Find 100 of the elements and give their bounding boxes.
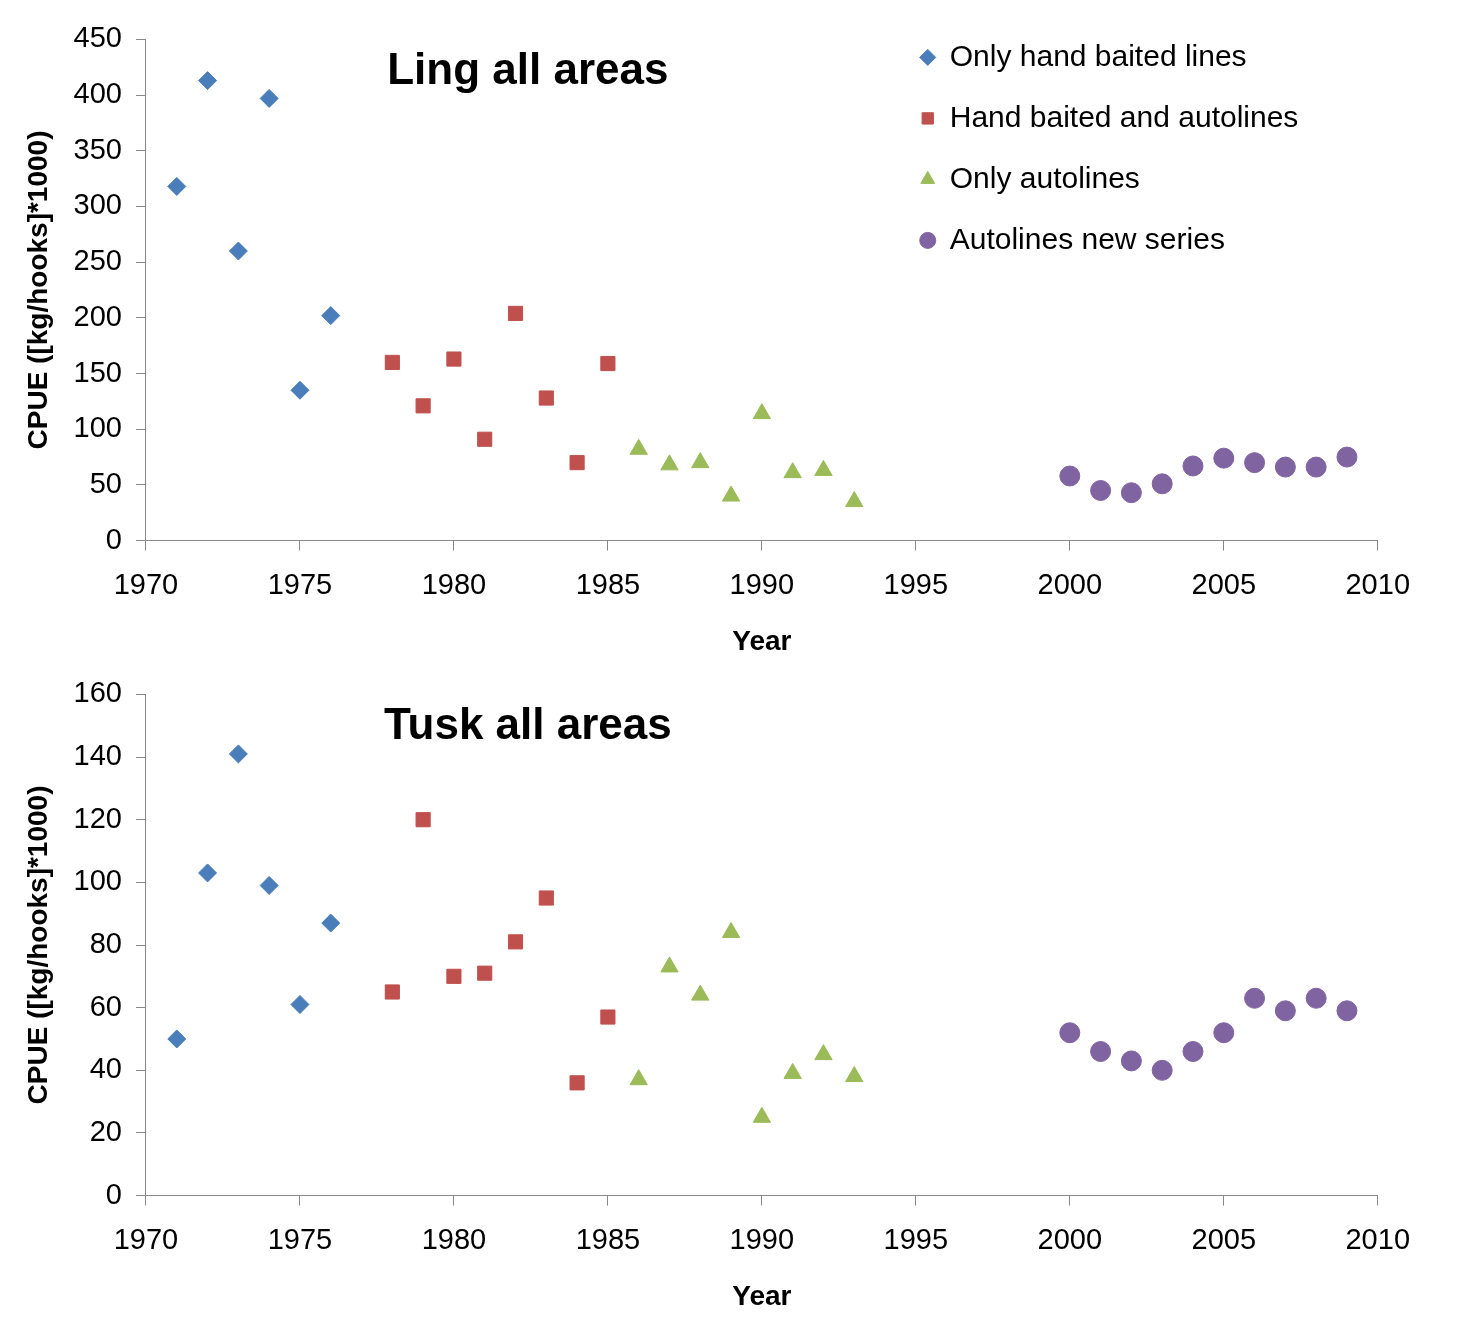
x-tick-label: 2005	[1191, 568, 1257, 600]
point	[477, 965, 493, 981]
point	[569, 455, 585, 471]
x-tick-label: 1995	[883, 1223, 949, 1255]
legend-label: Only hand baited lines	[949, 38, 1247, 72]
point	[228, 241, 248, 261]
chart-title: Tusk all areas	[383, 698, 672, 748]
x-tick-label: 1985	[575, 568, 641, 600]
legend-label: Only autolines	[949, 160, 1140, 194]
point	[446, 968, 462, 984]
y-tick-label: 300	[73, 188, 122, 221]
legend-label: Autolines new series	[949, 221, 1225, 255]
y-tick-label: 250	[73, 244, 122, 277]
y-tick-label: 80	[89, 927, 122, 959]
x-tick-label: 2000	[1037, 1223, 1103, 1255]
x-tick-label: 2005	[1191, 1223, 1257, 1255]
point	[845, 491, 864, 508]
point	[721, 485, 741, 502]
point	[321, 913, 341, 933]
x-tick-label: 1975	[267, 1223, 333, 1255]
point	[1336, 446, 1358, 468]
point	[507, 305, 524, 321]
point	[507, 934, 524, 950]
y-tick-label: 120	[73, 801, 122, 834]
point	[167, 176, 187, 196]
point	[1336, 1000, 1358, 1022]
y-tick-label: 0	[105, 1177, 122, 1210]
y-tick-label: 150	[73, 355, 122, 388]
point	[538, 390, 554, 406]
point	[1059, 1022, 1081, 1044]
point	[259, 88, 279, 108]
point	[198, 863, 218, 883]
y-tick-label: 50	[89, 466, 122, 499]
y-tick-label: 350	[73, 132, 122, 165]
point	[1120, 1050, 1142, 1072]
point	[1274, 456, 1296, 478]
y-tick-label: 100	[73, 864, 122, 897]
y-tick-label: 400	[73, 77, 122, 110]
x-axis-title: Year	[732, 624, 792, 656]
x-tick-label: 1990	[729, 568, 795, 600]
y-axis-title: CPUE ([kg/hooks]*1000)	[21, 785, 53, 1105]
point	[384, 984, 400, 1000]
point	[600, 355, 616, 372]
point	[167, 1029, 187, 1049]
x-tick-label: 1985	[575, 1223, 641, 1255]
y-tick-label: 60	[89, 989, 122, 1022]
point	[1305, 456, 1327, 478]
x-tick-label: 1970	[113, 1223, 179, 1255]
point	[1305, 987, 1327, 1009]
point	[321, 306, 341, 326]
y-tick-label: 20	[89, 1114, 122, 1147]
point	[660, 454, 679, 471]
point	[1182, 1041, 1204, 1063]
x-tick-label: 1990	[729, 1223, 795, 1255]
point	[1059, 465, 1081, 487]
point	[783, 462, 802, 479]
point	[1090, 1041, 1112, 1063]
x-axis-title: Year	[732, 1279, 792, 1311]
x-tick-label: 1970	[113, 568, 179, 600]
point	[228, 744, 248, 764]
point	[1244, 987, 1266, 1009]
point	[1151, 473, 1173, 495]
point	[600, 1009, 616, 1025]
y-tick-label: 0	[105, 522, 122, 555]
point	[1274, 1000, 1296, 1022]
point	[415, 812, 431, 828]
x-tick-label: 1980	[421, 1223, 487, 1255]
y-tick-label: 160	[73, 676, 122, 709]
point	[1213, 447, 1235, 469]
point	[1244, 452, 1266, 474]
point	[691, 452, 710, 469]
y-tick-label: 450	[73, 21, 122, 54]
x-tick-label: 2010	[1345, 568, 1410, 600]
point	[1120, 482, 1142, 504]
point	[845, 1066, 864, 1083]
point	[290, 995, 310, 1015]
point	[446, 351, 462, 367]
x-tick-label: 1980	[421, 568, 487, 600]
point	[415, 398, 431, 414]
point	[1151, 1059, 1173, 1081]
x-tick-label: 2010	[1345, 1223, 1410, 1255]
point	[1090, 479, 1112, 501]
point	[198, 71, 218, 91]
x-tick-label: 2000	[1037, 568, 1103, 600]
point	[538, 890, 554, 906]
point	[752, 403, 772, 420]
legend-label: Hand baited and autolines	[949, 99, 1299, 133]
y-tick-label: 200	[73, 299, 122, 332]
point	[1213, 1022, 1235, 1044]
x-tick-label: 1995	[883, 568, 949, 600]
point	[1182, 455, 1204, 477]
point	[384, 354, 400, 370]
y-tick-label: 100	[73, 411, 122, 444]
point	[259, 875, 279, 895]
point	[814, 1044, 833, 1061]
y-tick-label: 140	[73, 739, 122, 772]
y-tick-label: 40	[89, 1052, 122, 1085]
chart-title: Ling all areas	[387, 43, 669, 93]
point	[629, 1069, 648, 1086]
y-axis-title: CPUE ([kg/hooks]*1000)	[21, 130, 53, 450]
